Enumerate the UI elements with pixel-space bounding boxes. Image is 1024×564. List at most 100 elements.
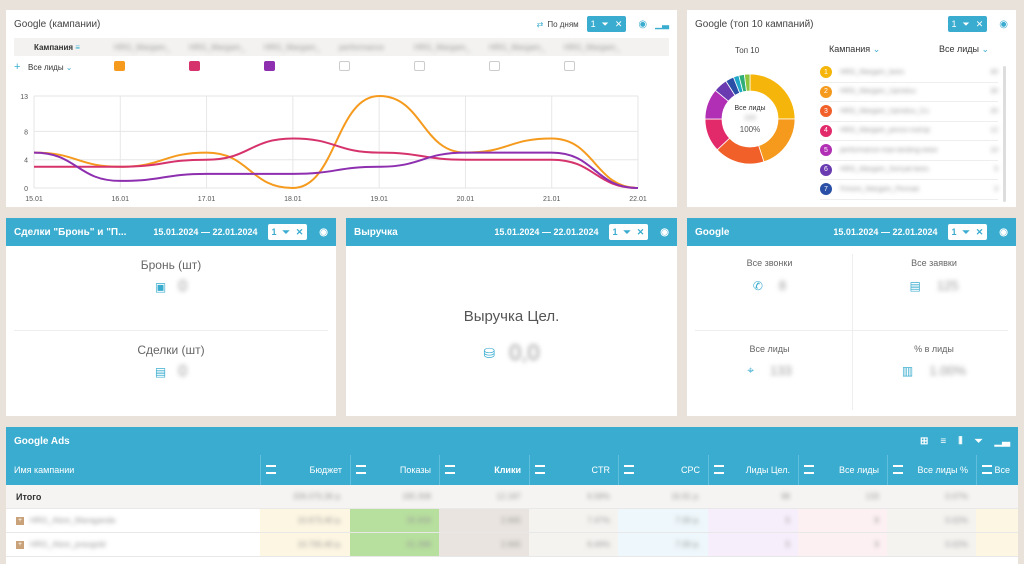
table-cell: 6.58%	[587, 492, 610, 501]
donut-slice[interactable]	[743, 73, 751, 92]
columns-icon[interactable]: ⦀	[958, 435, 963, 447]
legend-item[interactable]: HRG_Margam_	[264, 42, 321, 52]
by-days-toggle[interactable]: ⇄ По дням	[536, 19, 579, 29]
filter-button[interactable]: 1 ⏷ ✕	[947, 16, 988, 32]
filter-button[interactable]: 1 ⏷ ✕	[947, 224, 988, 240]
pct-value: 1.00%	[929, 363, 967, 378]
bar-chart-icon: ▥	[901, 363, 914, 378]
table-row[interactable]: + HRG_Ation_pravgold 10.700,40 р. 41.398 2.6…	[6, 533, 1018, 557]
campaign-name-cell: Итого	[16, 491, 42, 502]
table-cell: 0.02%	[887, 509, 976, 532]
column-header-cpc[interactable]: CPC	[618, 455, 708, 485]
close-icon[interactable]: ✕	[295, 226, 304, 237]
google-ads-table-card: Google Ads ⊞ ≡ ⦀ ⏷ ▁▃ Имя кампании Бюдже…	[6, 427, 1018, 564]
date-range[interactable]: 15.01.2024 — 22.01.2024	[833, 227, 938, 237]
column-header-all[interactable]: Все	[976, 455, 1018, 485]
campaign-list-item[interactable]: 5 performance-max-landing-www 10	[820, 141, 998, 161]
legend-item[interactable]: HRG_Margam_	[189, 42, 246, 52]
column-header-impressions[interactable]: Показы	[350, 455, 439, 485]
date-range[interactable]: 15.01.2024 — 22.01.2024	[494, 227, 599, 237]
legend-item[interactable]: HRG_Margam_	[114, 42, 171, 52]
column-header-target-leads[interactable]: Лиды Цел.	[708, 455, 798, 485]
funnel-icon: ⏷	[623, 226, 631, 237]
chart-icon[interactable]: ▁▃	[994, 435, 1010, 447]
series-swatch[interactable]	[114, 61, 125, 71]
series-swatch[interactable]	[189, 61, 200, 71]
column-header-all-leads[interactable]: Все лиды	[798, 455, 887, 485]
series-swatch[interactable]	[489, 61, 500, 71]
eye-icon[interactable]: ◉	[319, 226, 328, 238]
campaign-list-item[interactable]: 3 HRG_Margam_Uproduu_Cu 20	[820, 102, 998, 122]
table-cell: 0.02%	[887, 533, 976, 556]
close-icon[interactable]: ✕	[975, 226, 984, 237]
legend-item[interactable]: HRG_Margam_	[564, 42, 621, 52]
date-range[interactable]: 15.01.2024 — 22.01.2024	[153, 227, 258, 237]
series-swatch[interactable]	[264, 61, 275, 71]
campaign-list-item[interactable]: 4 HRG_Margam_pevos-nutrop 12	[820, 122, 998, 141]
campaign-list-item[interactable]: 7 Fimore_Margam_Pennae 3	[820, 180, 998, 200]
close-icon[interactable]: ✕	[614, 18, 623, 29]
deals-label: Сделки (шт)	[137, 343, 205, 357]
legend-item[interactable]: performance	[339, 42, 384, 52]
eye-icon[interactable]: ◉	[660, 226, 669, 238]
table-cell: 41.398	[350, 533, 439, 556]
table-cell: 10.700,40 р.	[260, 533, 350, 556]
legend-item[interactable]: HRG_Margam_	[489, 42, 546, 52]
close-icon[interactable]: ✕	[636, 226, 645, 237]
table-cell: 2.665	[439, 509, 529, 532]
x-tick-label: 21.01	[543, 196, 561, 203]
campaign-list: 1 HRG_Margam_bees 40 2 HRG_Margam_Uproduu 30 3…	[820, 63, 998, 200]
campaign-list-item[interactable]: 2 HRG_Margam_Uproduu 30	[820, 83, 998, 102]
filter-button[interactable]: 1 ⏷ ✕	[608, 224, 649, 240]
campaign-leads: 10	[990, 146, 998, 154]
donut-center-label: Все лиды	[734, 105, 766, 112]
expand-icon[interactable]: +	[16, 516, 24, 525]
filter-button[interactable]: 1 ⏷ ✕	[267, 224, 308, 240]
filter-button[interactable]: 1 ⏷ ✕	[586, 16, 627, 32]
campaign-list-item[interactable]: 1 HRG_Margam_bees 40	[820, 63, 998, 83]
chart-icon[interactable]: ▁▃	[655, 18, 669, 29]
table-cell: 98	[781, 492, 790, 501]
close-icon[interactable]: ✕	[975, 18, 984, 29]
eye-icon[interactable]: ◉	[638, 18, 648, 30]
y-tick-label: 13	[20, 94, 28, 101]
campaign-name: HRG_Margam_pevos-nutrop	[840, 127, 930, 135]
chevron-down-icon: ⌄	[65, 62, 73, 72]
series-swatch[interactable]	[339, 61, 350, 71]
campaign-name-cell: + HRG_Ation_pravgold	[16, 540, 106, 549]
list-icon[interactable]: ≡	[940, 435, 947, 447]
series-swatch[interactable]	[414, 61, 425, 71]
revenue-label: Выручка Цел.	[463, 308, 560, 325]
rank-badge: 7	[820, 183, 832, 196]
campaign-name: Fimore_Margam_Pennae	[840, 185, 920, 193]
column-header-budget[interactable]: Бюджет	[260, 455, 350, 485]
campaign-list-item[interactable]: 6 HRG_Margam_Sorryat bees 5	[820, 161, 998, 180]
total-row[interactable]: Итого 206.070,36 р. 185.308 12.187 6.58% 16.9…	[6, 485, 1018, 509]
funnel-icon: ⏷	[962, 226, 970, 237]
expand-icon[interactable]: +	[16, 540, 24, 549]
funnel-icon[interactable]: ⏷	[974, 435, 983, 447]
leads-column-header[interactable]: Все лиды ⌄	[939, 44, 990, 54]
deals-card: Сделки "Бронь" и "П... 15.01.2024 — 22.0…	[6, 218, 336, 416]
column-header-clicks[interactable]: Клики	[439, 455, 529, 485]
x-tick-label: 19.01	[370, 196, 388, 203]
booking-label: Бронь (шт)	[140, 258, 202, 272]
eye-icon[interactable]: ◉	[999, 226, 1008, 238]
donut-chart	[704, 73, 796, 165]
scrollbar[interactable]	[1003, 66, 1006, 202]
legend-item[interactable]: HRG_Margam_	[414, 42, 471, 52]
add-icon[interactable]: +	[14, 61, 21, 73]
campaign-column-header[interactable]: Кампания ⌄	[829, 44, 881, 54]
calls-label: Все звонки	[746, 258, 793, 268]
table-row[interactable]: + HRG_Ation_Maraganda 10.673,40 р. 35.658 2.…	[6, 509, 1018, 533]
export-icon[interactable]: ⊞	[919, 435, 929, 447]
table-cell	[976, 509, 1018, 532]
column-header-name[interactable]: Имя кампании	[14, 465, 75, 475]
rank-badge: 2	[820, 85, 832, 98]
series-swatch[interactable]	[564, 61, 575, 71]
column-header-ctr[interactable]: CTR	[529, 455, 618, 485]
column-header-all-leads-pct[interactable]: Все лиды %	[887, 455, 976, 485]
eye-icon[interactable]: ◉	[999, 18, 1008, 30]
series-selector[interactable]: Все лиды ⌄	[28, 62, 73, 72]
card-title: Сделки "Бронь" и "П...	[14, 226, 127, 238]
